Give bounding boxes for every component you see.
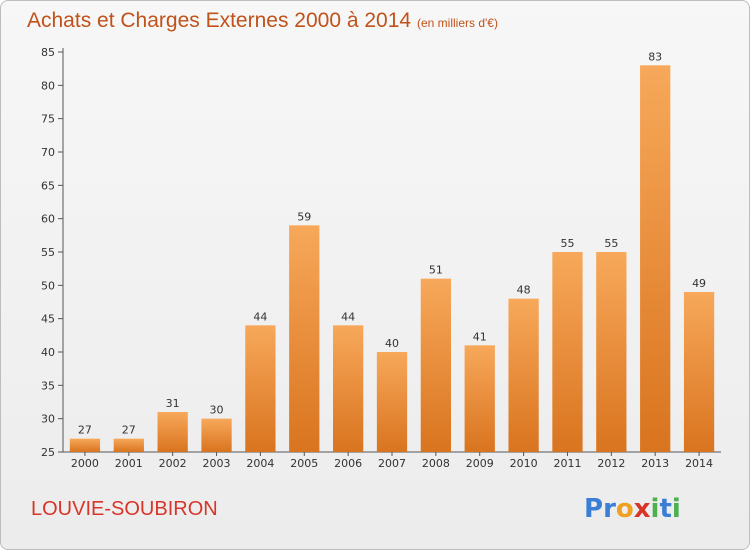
bar-value-label: 83 — [648, 50, 662, 63]
bar-2005 — [289, 225, 320, 452]
bar-value-label: 49 — [692, 277, 706, 290]
bar-2007 — [376, 352, 408, 452]
y-tick-label: 50 — [41, 279, 55, 292]
bar-value-label: 48 — [517, 284, 531, 297]
town-name: LOUVIE-SOUBIRON — [31, 498, 218, 520]
x-tick-label: 2007 — [378, 457, 406, 470]
bar-2011 — [552, 252, 583, 452]
bar-2009 — [464, 345, 495, 452]
bar-2001 — [113, 438, 144, 452]
logo-letter: i — [672, 494, 681, 524]
x-tick-label: 2010 — [510, 457, 538, 470]
bar-value-label: 59 — [297, 210, 311, 223]
logo-letter: x — [634, 494, 651, 524]
logo-letter: i — [651, 494, 660, 524]
x-tick-label: 2003 — [203, 457, 231, 470]
x-tick-label: 2013 — [641, 457, 669, 470]
bar-value-label: 51 — [429, 264, 443, 277]
bar-2002 — [157, 412, 188, 452]
x-tick-label: 2001 — [115, 457, 143, 470]
bar-value-label: 40 — [385, 337, 399, 350]
chart-subtitle: (en milliers d'€) — [417, 16, 498, 30]
proxiti-logo: Proxiti — [584, 494, 681, 524]
y-tick-label: 30 — [41, 413, 55, 426]
y-tick-label: 85 — [41, 46, 55, 59]
bar-value-label: 27 — [78, 424, 92, 437]
logo-letter: o — [616, 494, 634, 524]
chart-title: Achats et Charges Externes 2000 à 2014 — [27, 9, 411, 32]
bar-value-label: 44 — [341, 310, 355, 323]
x-tick-label: 2002 — [159, 457, 187, 470]
bar-2004 — [245, 325, 276, 452]
y-tick-label: 45 — [41, 313, 55, 326]
x-tick-label: 2009 — [466, 457, 494, 470]
y-tick-label: 75 — [41, 113, 55, 126]
y-tick-label: 25 — [41, 446, 55, 459]
y-tick-label: 70 — [41, 146, 55, 159]
y-tick-label: 35 — [41, 379, 55, 392]
x-tick-label: 2014 — [685, 457, 713, 470]
logo-letter: P — [584, 494, 603, 524]
x-tick-label: 2000 — [71, 457, 99, 470]
y-tick-label: 65 — [41, 179, 55, 192]
y-tick-label: 40 — [41, 346, 55, 359]
bar-2006 — [332, 325, 364, 452]
x-tick-label: 2012 — [597, 457, 625, 470]
bar-value-label: 31 — [166, 397, 180, 410]
bar-2014 — [683, 292, 715, 452]
y-tick-label: 55 — [41, 246, 55, 259]
bar-value-label: 30 — [210, 404, 224, 417]
y-tick-label: 60 — [41, 213, 55, 226]
bar-2000 — [69, 438, 101, 452]
x-tick-label: 2008 — [422, 457, 450, 470]
bar-value-label: 27 — [122, 424, 136, 437]
logo-letter: t — [659, 494, 671, 524]
bar-2003 — [201, 418, 232, 452]
x-tick-label: 2004 — [246, 457, 274, 470]
x-tick-label: 2005 — [290, 457, 318, 470]
x-axis: 2000 2001 2002 2003 2004 2005 2006 2007 2008 2009… — [63, 451, 721, 470]
bar-value-label: 55 — [560, 237, 574, 250]
x-tick-label: 2006 — [334, 457, 362, 470]
bar-value-label: 44 — [253, 310, 267, 323]
bar-2013 — [640, 65, 671, 452]
bar-value-label: 55 — [604, 237, 618, 250]
logo-letter: r — [603, 494, 616, 524]
bars: 27 27 31 30 44 59 44 40 51 41 48 55 55 83 49 — [69, 50, 715, 452]
y-tick-label: 80 — [41, 79, 55, 92]
bar-2008 — [420, 278, 452, 452]
bar-2012 — [596, 252, 627, 452]
bar-value-label: 41 — [473, 330, 487, 343]
y-axis: 25 30 35 40 45 50 55 60 65 70 75 80 85 — [41, 46, 64, 459]
x-tick-label: 2011 — [553, 457, 581, 470]
bar-2010 — [508, 298, 539, 452]
